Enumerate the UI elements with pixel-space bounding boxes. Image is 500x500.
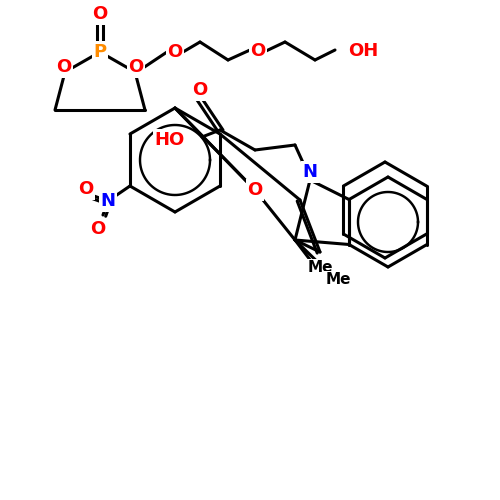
Text: O: O: [92, 5, 108, 23]
Text: N: N: [302, 163, 318, 181]
Text: P: P: [94, 43, 106, 61]
Text: Me: Me: [325, 272, 351, 287]
Text: O: O: [56, 58, 72, 76]
Text: OH: OH: [348, 42, 378, 60]
Text: N: N: [100, 192, 116, 210]
Text: O: O: [192, 81, 208, 99]
Text: O: O: [248, 181, 262, 199]
Text: O: O: [168, 43, 182, 61]
Text: O: O: [250, 42, 266, 60]
Text: O: O: [78, 180, 94, 198]
Text: O: O: [128, 58, 144, 76]
Text: HO: HO: [155, 131, 185, 149]
Text: O: O: [90, 220, 106, 238]
Text: Me: Me: [307, 260, 333, 276]
